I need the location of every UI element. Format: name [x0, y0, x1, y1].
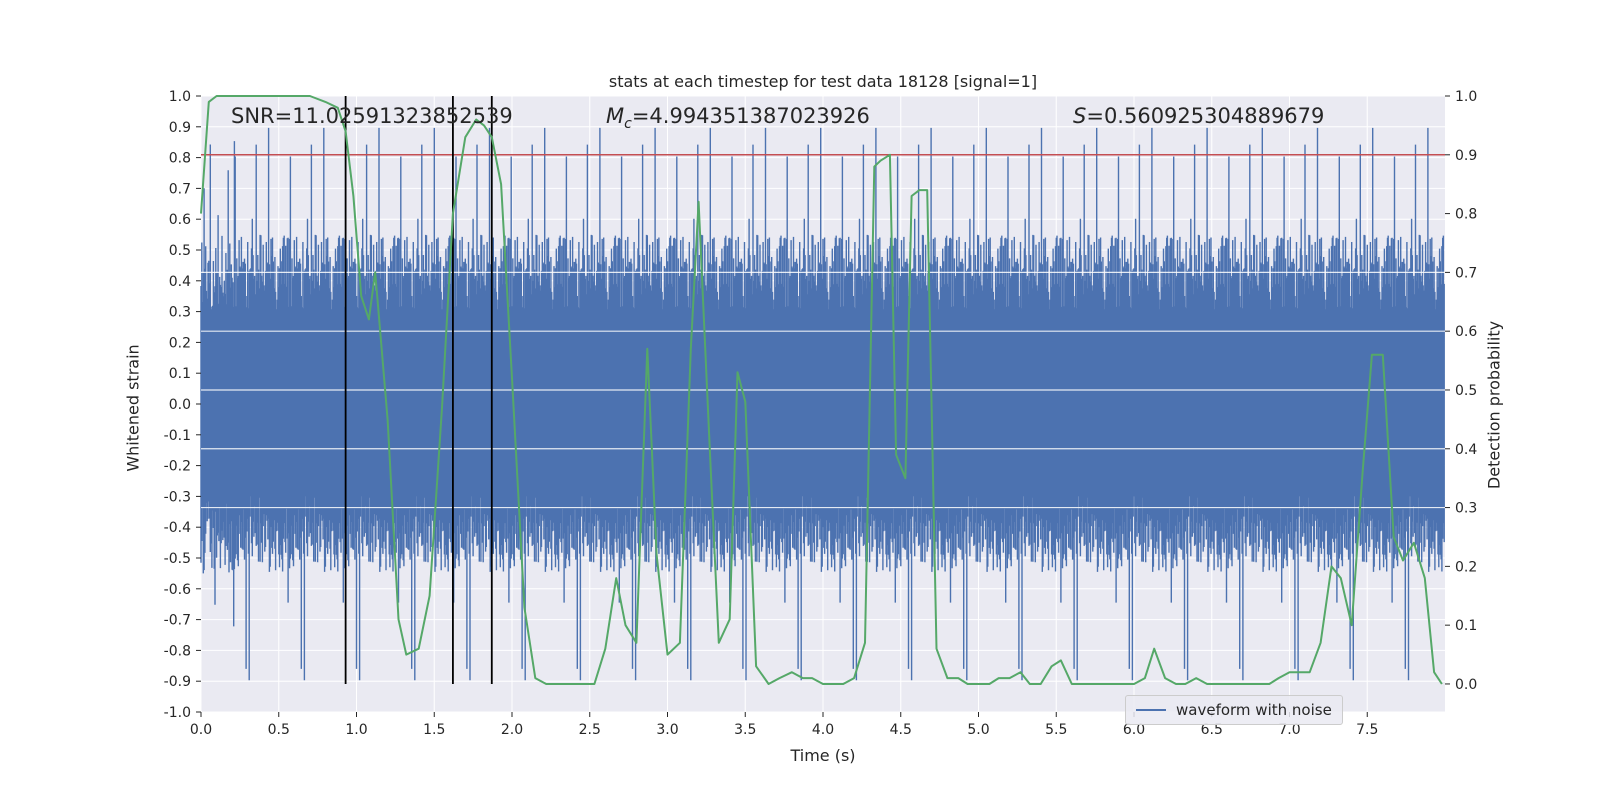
x-tick-label: 4.0 [812, 722, 834, 738]
y-right-tick-label: 0.6 [1455, 324, 1477, 340]
x-tick-label: 1.5 [423, 722, 445, 738]
y-axis-left-label: Whitened strain [123, 344, 143, 472]
y-right-tick-label: 1.0 [1455, 89, 1477, 105]
y-left-tick-label: 0.1 [169, 366, 191, 382]
y-left-tick-label: -0.8 [164, 643, 191, 659]
y-left-tick-label: 0.7 [169, 181, 191, 197]
y-right-tick-label: 0.0 [1455, 677, 1477, 693]
y-right-tick-label: 0.4 [1455, 442, 1477, 458]
legend-label: waveform with noise [1176, 701, 1332, 719]
x-tick-label: 0.5 [268, 722, 290, 738]
y-left-tick-label: 0.5 [169, 243, 191, 259]
x-tick-label: 5.0 [967, 722, 989, 738]
y-right-tick-label: 0.9 [1455, 148, 1477, 164]
probability-line [200, 95, 1443, 685]
s-value: =0.560925304889679 [1086, 104, 1325, 128]
legend-swatch [1136, 709, 1166, 711]
chirp-mass-annotation: Mc=4.994351387023926 [606, 104, 870, 132]
x-tick-label: 6.0 [1123, 722, 1145, 738]
x-tick-label: 2.0 [501, 722, 523, 738]
y-left-tick-label: 1.0 [169, 89, 191, 105]
snr-text: SNR=11.02591323852539 [231, 104, 513, 128]
x-tick-label: 4.5 [890, 722, 912, 738]
x-tick-label: 7.0 [1278, 722, 1300, 738]
y-left-tick-label: -0.9 [164, 674, 191, 690]
y-left-tick-label: -1.0 [164, 705, 191, 721]
x-tick-label: 0.0 [190, 722, 212, 738]
y-left-tick-label: 0.0 [169, 397, 191, 413]
x-axis-ticks: 0.0 0.5 1.0 1.5 2.0 2.5 3.0 3.5 4.0 4.5 5.0 5.5 6.0 6… [190, 712, 1378, 738]
x-tick-label: 6.5 [1201, 722, 1223, 738]
event-markers [344, 96, 493, 684]
snr-annotation: SNR=11.02591323852539 [231, 104, 513, 128]
x-tick-label: 1.0 [345, 722, 367, 738]
y-right-tick-label: 0.5 [1455, 383, 1477, 399]
s-annotation: S=0.560925304889679 [1073, 104, 1324, 128]
x-tick-label: 2.5 [579, 722, 601, 738]
y-left-tick-label: 0.6 [169, 212, 191, 228]
y-left-tick-label: 0.3 [169, 305, 191, 321]
x-tick-label: 5.5 [1045, 722, 1067, 738]
y-axis-right-label: Detection probability [1484, 320, 1504, 490]
y-right-tick-label: 0.7 [1455, 265, 1477, 281]
x-tick-label: 3.5 [734, 722, 756, 738]
y-left-tick-label: -0.3 [164, 489, 191, 505]
y-right-tick-label: 0.3 [1455, 501, 1477, 517]
probability-series [200, 95, 1443, 685]
y-left-tick-label: -0.7 [164, 613, 191, 629]
y-axis-left-ticks: 1.0 0.9 0.8 0.7 0.6 0.5 0.4 0.3 0.2 0.1 0.0 -0.1 -0.… [164, 89, 201, 721]
y-right-tick-label: 0.2 [1455, 559, 1477, 575]
chart-title: stats at each timestep for test data 181… [608, 72, 1038, 91]
y-left-tick-label: -0.6 [164, 582, 191, 598]
y-left-tick-label: -0.4 [164, 520, 191, 536]
y-left-tick-label: -0.2 [164, 459, 191, 475]
waveform-series [200, 127, 1445, 681]
s-symbol: S [1073, 104, 1087, 128]
mc-value: =4.994351387023926 [631, 104, 870, 128]
legend: waveform with noise [1125, 695, 1343, 725]
y-left-tick-label: -0.5 [164, 551, 191, 567]
waveform-noise-path [200, 127, 1445, 681]
mc-subscript: c [624, 116, 632, 133]
y-left-tick-label: 0.9 [169, 120, 191, 136]
mc-symbol: M [606, 104, 625, 128]
y-right-tick-label: 0.1 [1455, 618, 1477, 634]
y-axis-right-ticks: 1.0 0.9 0.8 0.7 0.6 0.5 0.4 0.3 0.2 0.1 0.0 [1445, 89, 1477, 693]
y-left-tick-label: -0.1 [164, 428, 191, 444]
x-tick-label: 3.0 [656, 722, 678, 738]
x-axis-label: Time (s) [790, 746, 856, 765]
y-left-tick-label: 0.4 [169, 274, 191, 290]
y-right-tick-label: 0.8 [1455, 207, 1477, 223]
x-tick-label: 7.5 [1356, 722, 1378, 738]
y-left-tick-label: 0.8 [169, 151, 191, 167]
y-left-tick-label: 0.2 [169, 335, 191, 351]
